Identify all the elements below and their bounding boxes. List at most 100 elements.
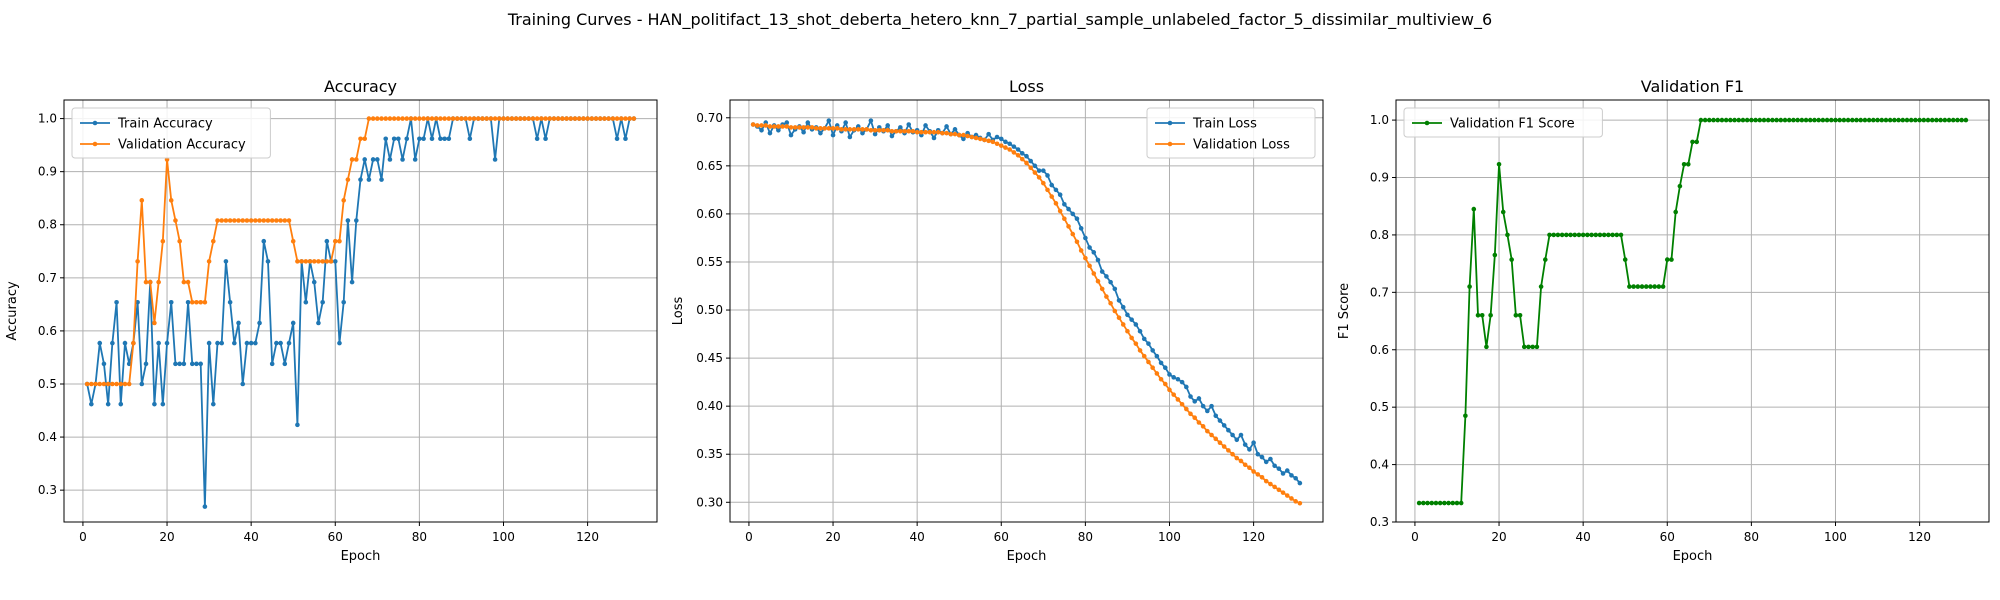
data-point (1125, 312, 1130, 318)
data-point (1425, 500, 1430, 506)
data-point (1744, 117, 1750, 123)
data-point (1854, 117, 1859, 123)
data-point (1841, 117, 1847, 123)
legend-box (1403, 107, 1603, 138)
y-tick-label: 0.60 (696, 207, 723, 221)
data-point (1639, 284, 1645, 289)
legend-label: Train Accuracy (117, 117, 213, 132)
data-point (1879, 117, 1885, 123)
data-point (990, 139, 996, 145)
data-point (181, 361, 187, 367)
data-point (1213, 413, 1219, 419)
data-point (1959, 117, 1964, 123)
data-point (147, 279, 153, 285)
data-point (118, 401, 124, 407)
data-point (1454, 500, 1460, 506)
data-point (818, 126, 823, 131)
data-point (597, 116, 603, 121)
data-point (1719, 117, 1725, 123)
data-point (341, 299, 346, 305)
data-point (488, 116, 494, 121)
data-point (257, 320, 262, 326)
data-point (805, 125, 811, 130)
x-tick-label: 60 (1660, 530, 1675, 544)
data-point (839, 127, 844, 132)
data-point (480, 116, 485, 121)
data-point (110, 340, 115, 346)
data-point (855, 127, 861, 132)
data-point (1209, 432, 1214, 438)
data-point (1024, 153, 1029, 159)
data-point (977, 136, 983, 142)
data-point (1828, 117, 1834, 123)
x-axis-label: Epoch (341, 549, 381, 564)
data-point (610, 116, 616, 121)
data-point (396, 136, 401, 142)
data-point (198, 361, 203, 367)
legend-label: Validation F1 Score (1450, 117, 1575, 132)
data-point (805, 120, 811, 125)
data-point (576, 116, 582, 121)
data-point (623, 116, 628, 121)
data-point (383, 136, 389, 142)
data-point (366, 116, 372, 121)
data-point (1513, 313, 1519, 318)
data-point (1099, 286, 1105, 292)
data-point (1062, 216, 1067, 222)
data-point (1429, 500, 1435, 506)
data-point (1774, 117, 1779, 123)
data-point (750, 122, 756, 127)
x-axis-label: Epoch (1007, 549, 1047, 564)
data-point (982, 137, 987, 143)
data-point (379, 116, 384, 121)
data-point (1108, 301, 1113, 306)
data-point (1812, 117, 1817, 123)
data-point (492, 116, 498, 121)
data-point (324, 259, 330, 264)
data-point (1471, 206, 1477, 212)
data-point (1066, 206, 1071, 212)
data-point (362, 157, 368, 162)
data-point (1442, 500, 1447, 506)
data-point (1175, 376, 1181, 382)
data-point (631, 116, 637, 121)
data-point (467, 116, 473, 121)
data-point (1104, 294, 1109, 299)
data-point (1104, 274, 1109, 279)
y-tick-label: 0.35 (696, 447, 723, 461)
data-point (1837, 117, 1842, 123)
data-point (797, 125, 802, 130)
data-point (931, 135, 937, 141)
data-point (948, 131, 954, 137)
y-tick-label: 0.50 (696, 303, 723, 317)
data-point (1450, 500, 1456, 506)
legend: Train Loss Validation Loss (1146, 107, 1316, 159)
subplot-title: Accuracy (324, 77, 397, 96)
legend-label: Train Loss (1192, 117, 1257, 132)
y-tick-label: 0.30 (696, 495, 723, 509)
data-point (1488, 313, 1493, 318)
data-point (931, 129, 937, 135)
data-point (438, 136, 443, 142)
data-point (1648, 284, 1653, 289)
data-point (1045, 173, 1050, 178)
data-point (265, 218, 271, 223)
data-point (801, 129, 806, 135)
data-point (341, 198, 346, 203)
data-point (391, 116, 397, 121)
data-point (332, 238, 338, 244)
data-point (898, 125, 903, 130)
data-point (446, 136, 452, 142)
data-point (1154, 353, 1160, 359)
data-point (1963, 117, 1969, 123)
data-point (1938, 117, 1943, 123)
data-point (1137, 328, 1143, 334)
data-point (1192, 415, 1198, 421)
data-point (767, 124, 773, 129)
data-point (295, 422, 300, 428)
data-point (1120, 322, 1126, 327)
data-point (236, 320, 241, 326)
data-point (1669, 257, 1674, 262)
data-point (236, 218, 241, 223)
data-point (139, 198, 145, 203)
